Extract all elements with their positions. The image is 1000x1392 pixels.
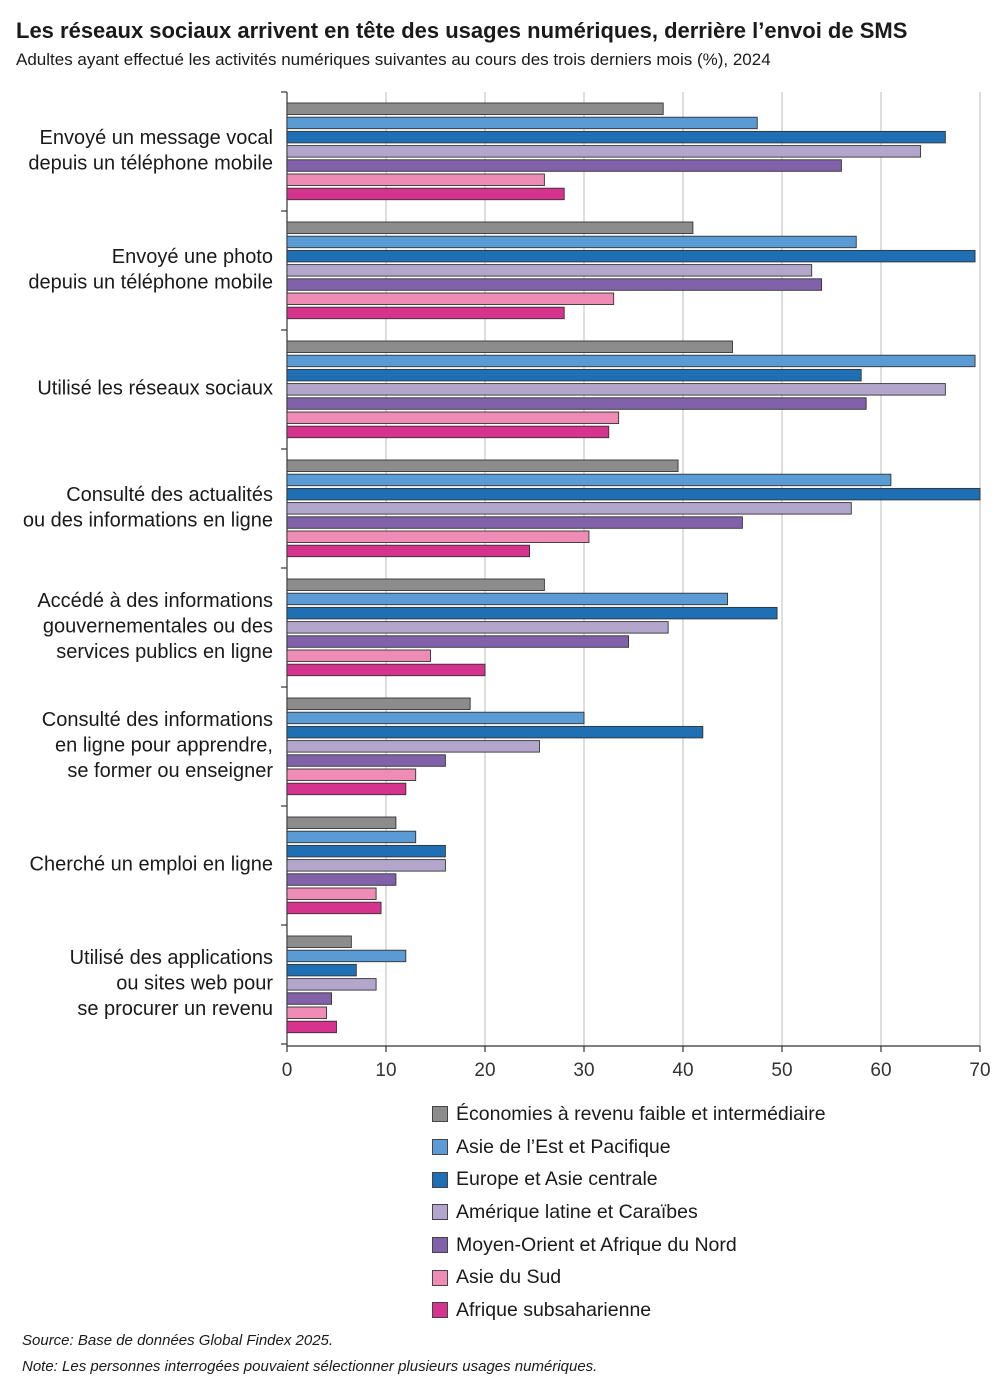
bar [286, 992, 332, 1005]
bar [286, 187, 565, 201]
bar [286, 816, 397, 829]
x-tick-label: 50 [771, 1060, 792, 1081]
bar [286, 473, 892, 487]
bar [286, 249, 976, 263]
bar [286, 782, 407, 796]
bar [286, 1020, 337, 1034]
bar [286, 663, 486, 677]
x-tick-label: 60 [870, 1060, 891, 1081]
x-tick-label: 40 [672, 1060, 693, 1081]
legend-label: Moyen-Orient et Afrique du Nord [456, 1233, 737, 1256]
category-label: Consulté des informations en ligne pour a… [42, 709, 274, 782]
bar [286, 740, 540, 753]
category-label: Envoyé un message vocal depuis un télépho… [28, 127, 273, 175]
legend-swatch [432, 1139, 448, 1156]
bar [286, 502, 852, 515]
bar [286, 292, 615, 305]
bar [286, 859, 446, 872]
bar [286, 887, 377, 900]
bar [286, 459, 679, 472]
bar-chart: 0 10 20 30 40 50 60 70 Envoyé un message vocal de… [23, 91, 991, 1081]
bar [286, 621, 669, 634]
bar [286, 145, 922, 158]
bar [286, 544, 531, 558]
bar [286, 768, 417, 781]
legend: Économies à revenu faible et intermédiai… [432, 1098, 826, 1327]
bar [286, 830, 417, 844]
legend-item: Europe et Asie centrale [432, 1163, 826, 1196]
legend-label: Afrique subsaharienne [456, 1298, 652, 1321]
category-label: Envoyé une photo depuis un téléphone mobi… [28, 246, 273, 294]
bar [286, 530, 590, 543]
bar [286, 354, 976, 368]
bar [286, 649, 432, 662]
bar [286, 116, 758, 130]
category-label: Accédé à des informations gouvernementale… [37, 590, 273, 663]
bar [286, 368, 862, 382]
bar [286, 873, 397, 886]
bar [286, 901, 382, 915]
x-tick-label: 30 [573, 1060, 594, 1081]
bar [286, 963, 357, 977]
source-note: Source: Base de données Global Findex 20… [22, 1332, 334, 1349]
bar [286, 102, 664, 115]
bar [286, 306, 565, 320]
bar [286, 935, 352, 948]
bar [286, 978, 377, 991]
x-tick-label: 10 [375, 1060, 396, 1081]
legend-item: Afrique subsaharienne [432, 1294, 826, 1327]
bar [286, 635, 629, 648]
bar [286, 235, 857, 249]
legend-label: Économies à revenu faible et intermédiai… [456, 1102, 826, 1125]
category-label: Utilisé les réseaux sociaux [37, 378, 273, 400]
legend-item: Asie de l’Est et Pacifique [432, 1131, 826, 1164]
bar [286, 340, 733, 353]
bar [286, 425, 610, 439]
bar [286, 754, 446, 767]
legend-label: Amérique latine et Caraïbes [456, 1200, 698, 1223]
bar [286, 173, 545, 186]
legend-swatch [432, 1269, 448, 1286]
legend-swatch [432, 1302, 448, 1319]
bar [286, 606, 778, 620]
x-tick-label: 0 [282, 1060, 293, 1081]
legend-label: Asie de l’Est et Pacifique [456, 1135, 671, 1158]
legend-item: Moyen-Orient et Afrique du Nord [432, 1229, 826, 1262]
bar [286, 516, 743, 529]
bar [286, 844, 446, 858]
bar [286, 949, 407, 963]
bar [286, 221, 694, 234]
legend-swatch [432, 1106, 448, 1123]
bar [286, 487, 981, 501]
chart-title: Les réseaux sociaux arrivent en tête des… [16, 18, 908, 43]
bar [286, 697, 471, 710]
chart-subtitle: Adultes ayant effectué les activités num… [16, 50, 771, 69]
legend-item: Asie du Sud [432, 1261, 826, 1294]
bar [286, 130, 946, 144]
legend-swatch [432, 1204, 448, 1221]
category-label: Utilisé des applications ou sites web pou… [70, 947, 274, 1020]
bar [286, 411, 620, 424]
bar [286, 711, 585, 725]
legend-label: Europe et Asie centrale [456, 1168, 658, 1191]
bar [286, 578, 545, 591]
x-tick-label: 70 [969, 1060, 990, 1081]
bar [286, 1006, 328, 1019]
legend-swatch [432, 1237, 448, 1254]
footnote: Note: Les personnes interrogées pouvaien… [22, 1358, 598, 1375]
x-tick-label: 20 [474, 1060, 495, 1081]
bar [286, 383, 946, 396]
bar [286, 278, 823, 291]
legend-swatch [432, 1171, 448, 1188]
category-label: Cherché un emploi en ligne [30, 854, 274, 876]
legend-item: Amérique latine et Caraïbes [432, 1196, 826, 1229]
legend-label: Asie du Sud [456, 1266, 562, 1289]
bar [286, 592, 728, 606]
bar [286, 397, 867, 410]
legend-item: Économies à revenu faible et intermédiai… [432, 1098, 826, 1131]
bar [286, 159, 842, 172]
bar [286, 725, 704, 739]
bar [286, 264, 813, 277]
category-label: Consulté des actualités ou des informatio… [23, 484, 273, 532]
